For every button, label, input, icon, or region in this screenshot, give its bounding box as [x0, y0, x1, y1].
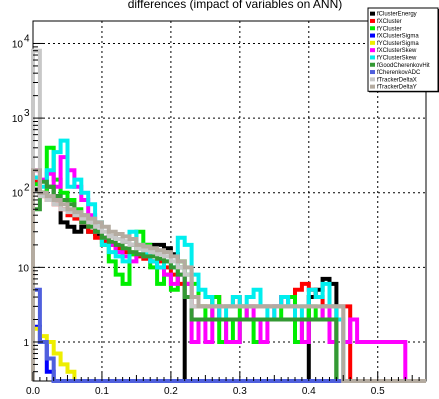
y-tick-label: 10 — [12, 189, 24, 200]
plot-frame — [32, 20, 427, 382]
legend-entry-fXClusterSkew: fXClusterSkew — [377, 48, 417, 54]
legend-entry-fYClusterSkew: fYClusterSkew — [377, 55, 417, 61]
legend-entry-fTrackerDeltaY: fTrackerDeltaY — [377, 85, 417, 91]
legend-swatch-fYClusterSigma — [370, 40, 375, 45]
legend-entry-fCherenkovADC: fCherenkovADC — [377, 70, 421, 76]
x-tick-label: 0.2 — [164, 386, 178, 397]
legend-swatch-fYCluster — [370, 26, 375, 31]
legend-entry-fYCluster: fYCluster — [377, 26, 402, 32]
legend-swatch-fYClusterSkew — [370, 55, 375, 60]
y-tick-label: 10 — [12, 114, 24, 125]
legend-box — [367, 7, 439, 92]
legend-swatch-fXCluster — [370, 18, 375, 23]
legend-entry-fClusterEnergy: fClusterEnergy — [377, 12, 417, 18]
x-axis: 0.0 0.1 0.2 0.3 0.4 0.5 — [26, 372, 420, 397]
legend-entry-fXClusterSigma: fXClusterSigma — [377, 34, 419, 40]
series-fTrackerDeltaY — [31, 168, 426, 383]
y-tick-label: 10 — [18, 263, 30, 274]
legend-entry-fYClusterSigma: fYClusterSigma — [377, 41, 419, 47]
x-tick-label: 0.0 — [26, 386, 40, 397]
x-tick-label: 0.3 — [233, 386, 247, 397]
x-tick-label: 0.4 — [302, 386, 316, 397]
y-tick-label: 10 — [12, 39, 24, 50]
legend-swatch-fXClusterSkew — [370, 48, 375, 53]
x-tick-label: 0.5 — [371, 386, 385, 397]
legend-swatch-fTrackerDeltaY — [370, 84, 375, 89]
y-tick-exponent: 2 — [24, 183, 30, 194]
y-tick-exponent: 4 — [24, 33, 30, 44]
y-tick-exponent: 3 — [24, 108, 30, 119]
legend-entry-fTrackerDeltaX: fTrackerDeltaX — [377, 77, 417, 83]
y-tick-label: 1 — [23, 338, 29, 349]
legend-swatch-fTrackerDeltaX — [370, 77, 375, 82]
legend-swatch-fXClusterSigma — [370, 33, 375, 38]
x-tick-label: 0.1 — [95, 386, 109, 397]
legend-swatch-fCherenkovADC — [370, 70, 375, 75]
legend-entry-fXCluster: fXCluster — [377, 19, 402, 25]
legend-entry-fGoodCherenkovHit: fGoodCherenkovHit — [377, 63, 430, 69]
series-fYClusterSkew — [31, 138, 426, 383]
legend-swatch-fGoodCherenkovHit — [370, 62, 375, 67]
legend-swatch-fClusterEnergy — [370, 11, 375, 16]
chart-title: differences (impact of variables on ANN) — [128, 0, 343, 11]
